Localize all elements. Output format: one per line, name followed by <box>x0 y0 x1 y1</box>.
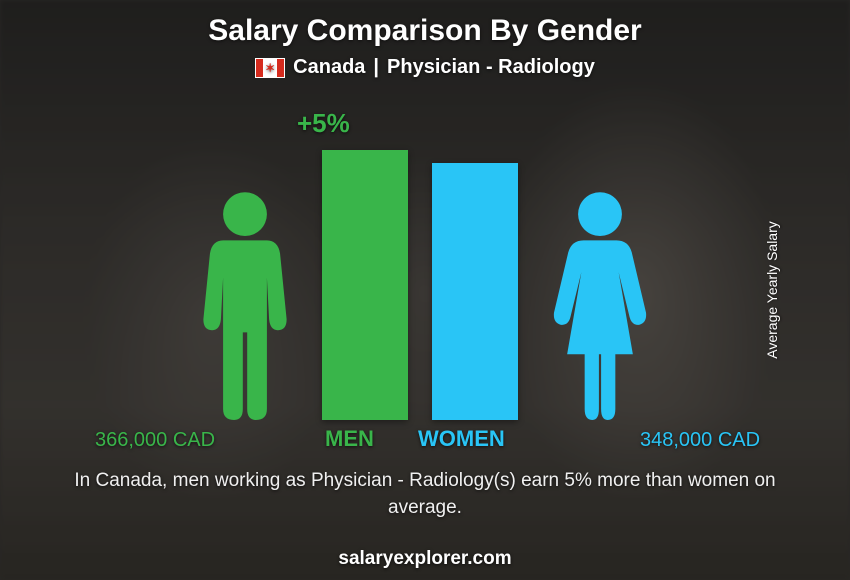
male-person-icon <box>190 190 300 420</box>
infographic-content: Salary Comparison By Gender ✶ Canada | P… <box>0 0 850 580</box>
men-axis-label: MEN <box>325 426 374 452</box>
men-salary-bar <box>322 150 408 420</box>
women-salary-bar <box>432 163 518 420</box>
summary-text: In Canada, men working as Physician - Ra… <box>60 468 790 521</box>
comparison-chart: +5% MEN WOMEN 366,000 CAD 348,000 CAD <box>0 100 850 460</box>
country-label: Canada <box>293 56 365 79</box>
separator: | <box>373 56 379 79</box>
source-attribution: salaryexplorer.com <box>0 548 850 570</box>
page-title: Salary Comparison By Gender <box>0 14 850 48</box>
y-axis-label: Average Yearly Salary <box>763 221 779 359</box>
men-salary-value: 366,000 CAD <box>95 429 215 452</box>
job-title: Physician - Radiology <box>387 56 595 79</box>
subtitle-row: ✶ Canada | Physician - Radiology <box>0 56 850 79</box>
women-salary-value: 348,000 CAD <box>640 429 760 452</box>
percent-difference-label: +5% <box>297 108 350 139</box>
canada-flag-icon: ✶ <box>255 58 285 78</box>
female-person-icon <box>545 190 655 420</box>
women-axis-label: WOMEN <box>418 426 505 452</box>
